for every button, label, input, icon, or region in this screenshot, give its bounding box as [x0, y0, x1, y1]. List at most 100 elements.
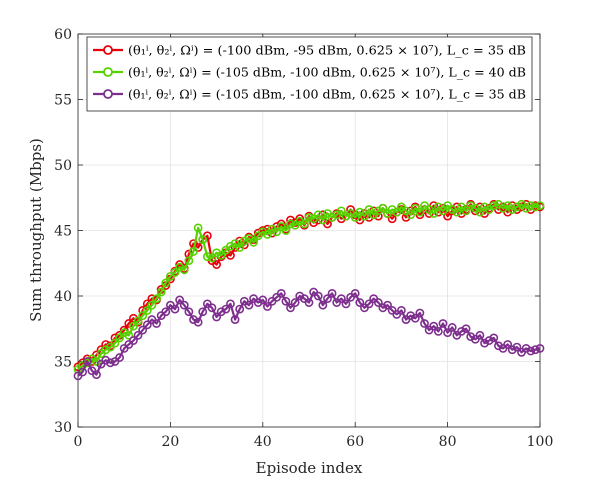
- series-2-point: [392, 207, 402, 217]
- series-2-point: [480, 202, 489, 212]
- series-2-point: [452, 207, 462, 217]
- series-2-point: [350, 212, 360, 222]
- series-3-point: [221, 304, 231, 314]
- series-2: [73, 199, 545, 374]
- series-2-point: [526, 201, 536, 211]
- series-3-point: [226, 299, 235, 309]
- y-tick-label: 40: [54, 289, 72, 305]
- series-3-point: [364, 299, 374, 309]
- series-3-point: [443, 328, 452, 338]
- series-3-point: [142, 320, 152, 330]
- series-3-point: [281, 296, 291, 306]
- series-3-point: [170, 304, 180, 314]
- series-2-point: [101, 345, 111, 355]
- series-2-point: [239, 236, 249, 246]
- series-2-point: [447, 205, 457, 214]
- series-2-point: [249, 237, 258, 247]
- series-2-point: [286, 219, 295, 229]
- series-3-point: [235, 304, 245, 314]
- series-3-point: [161, 307, 171, 317]
- series-1-point: [373, 211, 383, 221]
- series-3-point: [410, 313, 420, 323]
- series-3-point: [396, 306, 406, 315]
- series-3-point: [503, 340, 513, 349]
- series-3-point: [512, 342, 522, 352]
- series-2-point: [530, 202, 540, 212]
- series-layer: [73, 199, 545, 381]
- series-2-point: [535, 201, 545, 211]
- series-2-point: [364, 205, 374, 214]
- series-2-point: [313, 210, 323, 220]
- series-2-point: [267, 224, 277, 234]
- series-2-point: [161, 278, 171, 288]
- series-3-point: [447, 323, 457, 332]
- series-3-point: [304, 298, 314, 307]
- series-1-point: [101, 340, 111, 349]
- series-3: [73, 287, 545, 381]
- x-tick-label: 0: [74, 434, 83, 450]
- series-3-point: [253, 298, 263, 307]
- legend-swatch-marker: [103, 67, 113, 77]
- y-tick-label: 30: [54, 420, 72, 436]
- series-2-point: [138, 311, 148, 321]
- series-2-point: [341, 211, 351, 221]
- series-1-point: [212, 260, 221, 269]
- axis-ticks: 0 20 40 60 80 100 30 35 40 45 50 55 60: [54, 27, 553, 450]
- series-2-point: [179, 265, 189, 275]
- series-2-point: [184, 256, 194, 266]
- series-2-point: [498, 203, 508, 213]
- series-3-point: [438, 319, 448, 328]
- y-tick-label: 35: [54, 355, 72, 371]
- series-2-point: [378, 203, 388, 213]
- series-2-point: [124, 330, 134, 340]
- series-2-point: [198, 235, 208, 245]
- series-3-point: [336, 294, 346, 304]
- legend: (θ₁ⁱ, θ₂ⁱ, Ωⁱ) = (-100 dBm, -95 dBm, 0.6…: [86, 36, 533, 112]
- series-2-point: [147, 300, 157, 310]
- series-2-point: [438, 206, 448, 216]
- x-tick-label: 80: [439, 434, 457, 450]
- series-3-point: [101, 355, 111, 365]
- series-2-point: [216, 250, 226, 260]
- series-3-point: [318, 300, 328, 310]
- series-2-point: [336, 206, 346, 216]
- series-3-point: [212, 312, 221, 322]
- y-tick-label: 55: [54, 93, 72, 109]
- series-2-point: [170, 268, 180, 277]
- series-3-point: [373, 298, 383, 307]
- series-3-point: [115, 353, 124, 362]
- series-3-point: [207, 303, 217, 313]
- series-3-point: [286, 303, 295, 313]
- series-2-point: [175, 262, 185, 272]
- series-3-point: [198, 307, 208, 317]
- series-3-point: [152, 319, 161, 328]
- series-3-point: [489, 333, 499, 343]
- legend-label: (θ₁ⁱ, θ₂ⁱ, Ωⁱ) = (-100 dBm, -95 dBm, 0.6…: [128, 43, 526, 58]
- series-3-point: [175, 295, 185, 305]
- series-3-point: [216, 307, 226, 317]
- series-3-point: [133, 330, 143, 340]
- series-3-point: [457, 326, 466, 336]
- legend-label: (θ₁ⁱ, θ₂ⁱ, Ωⁱ) = (-105 dBm, -100 dBm, 0.…: [128, 87, 526, 102]
- series-3-point: [341, 299, 351, 309]
- y-tick-label: 50: [54, 158, 72, 174]
- x-tick-label: 20: [161, 434, 179, 450]
- series-2-point: [295, 216, 305, 226]
- series-2-point: [318, 215, 328, 225]
- series-2-point: [415, 207, 425, 217]
- series-3-point: [105, 358, 115, 368]
- series-2-point: [226, 241, 235, 251]
- series-3-point: [484, 336, 494, 345]
- series-2-point: [360, 211, 369, 221]
- series-2-point: [119, 328, 129, 338]
- series-2-point: [304, 212, 314, 222]
- series-3-point: [475, 330, 485, 340]
- series-2-point: [299, 219, 309, 229]
- series-1-point: [443, 211, 452, 221]
- x-tick-label: 60: [346, 434, 364, 450]
- series-3-point: [323, 294, 332, 304]
- series-2-point: [110, 338, 120, 348]
- series-3-point: [244, 300, 254, 310]
- series-3-point: [415, 308, 425, 318]
- series-2-point: [129, 321, 138, 331]
